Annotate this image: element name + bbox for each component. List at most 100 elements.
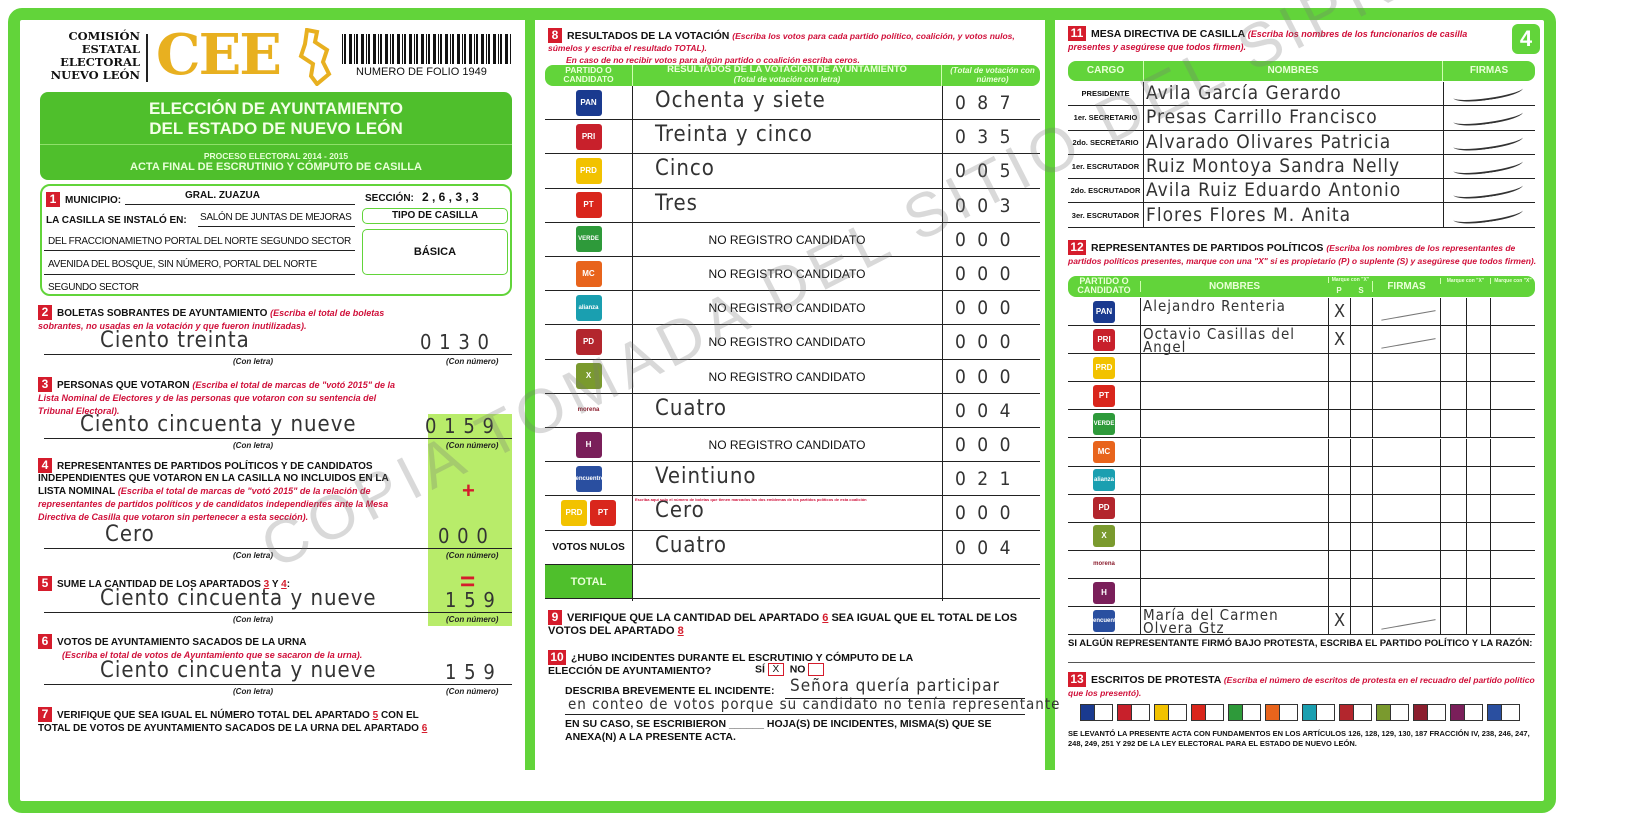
- signature[interactable]: [1452, 81, 1524, 105]
- signature[interactable]: [1379, 299, 1436, 321]
- con-numero-label: (Con número): [446, 687, 499, 696]
- instalo-line[interactable]: DEL FRACCIONAMIETNO PORTAL DEL NORTE SEG…: [48, 236, 351, 247]
- col-divider: [1328, 466, 1329, 494]
- incident-description[interactable]: en conteo de votos porque su candidato n…: [568, 695, 1061, 713]
- votes-numero[interactable]: 0 0 0: [955, 263, 1014, 285]
- rep-nombre[interactable]: Octavio Casillas del Angel: [1143, 325, 1296, 357]
- col-divider: [1328, 550, 1329, 578]
- propietario-mark[interactable]: X: [1333, 301, 1347, 322]
- votes-numero[interactable]: 0 0 0: [955, 297, 1014, 320]
- funcionario-nombre[interactable]: Ruiz Montoya Sandra Nelly: [1146, 154, 1401, 177]
- signature[interactable]: [1379, 327, 1436, 349]
- votes-letra[interactable]: NO REGISTRO CANDIDATO: [708, 335, 866, 350]
- signature[interactable]: [1452, 202, 1524, 227]
- funcionario-nombre[interactable]: Presas Carrillo Francisco: [1146, 106, 1378, 129]
- party-cell: X: [1068, 523, 1140, 550]
- protest-box[interactable]: [1487, 704, 1520, 721]
- instalo-line[interactable]: SEGUNDO SECTOR: [48, 282, 139, 293]
- col-divider: [1140, 522, 1141, 550]
- personas-votaron-letra[interactable]: Ciento cincuenta y nueve: [80, 412, 357, 437]
- result-row: PD NO REGISTRO CANDIDATO 0 0 0: [545, 325, 1040, 360]
- protest-box[interactable]: [1339, 704, 1372, 721]
- rep-nombre[interactable]: Alejandro Renteria: [1143, 297, 1286, 315]
- incident-options: SÍ X NO: [755, 663, 825, 677]
- suma-numero[interactable]: 1 5 9: [445, 588, 496, 612]
- protest-box[interactable]: [1376, 704, 1409, 721]
- suma-letra[interactable]: Ciento cincuenta y nueve: [100, 586, 377, 611]
- incident-description[interactable]: Señora quería participar: [790, 676, 1000, 696]
- votes-numero[interactable]: 0 0 3: [955, 194, 1014, 217]
- protest-box[interactable]: [1191, 704, 1224, 721]
- votes-letra[interactable]: Treinta y cinco: [655, 122, 813, 148]
- no-checkbox[interactable]: [808, 663, 825, 676]
- funcionario-nombre[interactable]: Avila García Gerardo: [1146, 82, 1342, 104]
- representantes-numero[interactable]: 0 0 0: [438, 524, 489, 548]
- rep-nombre[interactable]: María del Carmen Olvera Gtz: [1143, 606, 1279, 638]
- protest-box[interactable]: [1117, 704, 1150, 721]
- protest-box[interactable]: [1413, 704, 1446, 721]
- votes-numero[interactable]: 0 8 7: [955, 92, 1014, 114]
- signature[interactable]: [1452, 105, 1524, 130]
- votos-urna-numero[interactable]: 1 5 9: [445, 660, 496, 684]
- col-divider: [1466, 382, 1467, 410]
- votes-letra[interactable]: NO REGISTRO CANDIDATO: [708, 232, 866, 247]
- col-divider: [1350, 326, 1351, 354]
- result-row: alianza NO REGISTRO CANDIDATO 0 0 0: [545, 291, 1040, 326]
- votes-letra[interactable]: NO REGISTRO CANDIDATO: [708, 301, 866, 316]
- section-title: REPRESENTANTES DE PARTIDOS POLÍTICOS: [1091, 242, 1324, 254]
- section-note: (Escriba el total de boletas sobrantes, …: [38, 308, 385, 331]
- votes-letra[interactable]: Cero: [655, 498, 705, 524]
- protest-boxes: [1080, 704, 1530, 722]
- party-logo: morena: [577, 407, 600, 414]
- votes-numero[interactable]: 0 0 0: [955, 502, 1014, 525]
- con-numero-label: (Con número): [446, 441, 499, 450]
- boletas-sobrantes-numero[interactable]: 0 1 3 0: [420, 330, 490, 354]
- votes-numero[interactable]: 0 0 4: [955, 536, 1014, 559]
- tipo-casilla-value[interactable]: BÁSICA: [362, 229, 508, 275]
- votes-letra[interactable]: NO REGISTRO CANDIDATO: [708, 369, 866, 384]
- votes-letra[interactable]: Cuatro: [655, 395, 728, 421]
- protest-box[interactable]: [1080, 704, 1113, 721]
- protest-box[interactable]: [1228, 704, 1261, 721]
- boletas-sobrantes-letra[interactable]: Ciento treinta: [100, 328, 250, 353]
- votes-numero[interactable]: 0 2 1: [955, 468, 1014, 491]
- votos-urna-letra[interactable]: Ciento cincuenta y nueve: [100, 658, 377, 683]
- votes-letra[interactable]: NO REGISTRO CANDIDATO: [708, 267, 866, 281]
- signature[interactable]: [1379, 608, 1436, 630]
- signature[interactable]: [1452, 129, 1524, 154]
- votes-numero[interactable]: 0 0 4: [955, 399, 1014, 422]
- votes-letra[interactable]: Ochenta y siete: [655, 88, 826, 113]
- votes-numero[interactable]: 0 0 0: [955, 228, 1014, 251]
- votes-letra[interactable]: Veintiuno: [655, 464, 757, 490]
- representantes-letra[interactable]: Cero: [105, 522, 155, 547]
- votes-numero[interactable]: 0 0 0: [955, 434, 1014, 456]
- si-checkbox[interactable]: X: [767, 663, 784, 677]
- municipio-value[interactable]: GRAL. ZUAZUA: [185, 190, 260, 201]
- votes-numero[interactable]: 0 0 5: [955, 160, 1014, 183]
- funcionario-nombre[interactable]: Alvarado Olivares Patricia: [1146, 130, 1392, 153]
- protest-box[interactable]: [1265, 704, 1298, 721]
- personas-votaron-numero[interactable]: 0 1 5 9: [425, 414, 495, 438]
- section-number: 10: [548, 650, 566, 665]
- instalo-line[interactable]: SALÓN DE JUNTAS DE MEJORAS: [200, 212, 352, 223]
- protest-box[interactable]: [1302, 704, 1335, 721]
- votes-numero[interactable]: 0 3 5: [955, 126, 1014, 149]
- signature[interactable]: [1452, 178, 1524, 202]
- votes-numero[interactable]: 0 0 0: [955, 331, 1014, 354]
- con-letra-label: (Con letra): [233, 687, 273, 696]
- protest-box[interactable]: [1450, 704, 1483, 721]
- propietario-mark[interactable]: X: [1333, 610, 1347, 632]
- propietario-mark[interactable]: X: [1333, 329, 1347, 351]
- funcionario-nombre[interactable]: Flores Flores M. Anita: [1146, 203, 1352, 226]
- votes-letra[interactable]: NO REGISTRO CANDIDATO: [708, 438, 866, 452]
- instalo-line[interactable]: AVENIDA DEL BOSQUE, SIN NÚMERO, PORTAL D…: [48, 259, 317, 270]
- protest-box[interactable]: [1154, 704, 1187, 721]
- signature[interactable]: [1452, 154, 1524, 178]
- col-divider: [1140, 298, 1141, 326]
- votes-letra[interactable]: Cuatro: [655, 532, 728, 558]
- votes-letra[interactable]: Cinco: [655, 156, 715, 182]
- votes-letra[interactable]: Tres: [655, 190, 698, 216]
- seccion-value[interactable]: 2 , 6 , 3 , 3: [422, 190, 479, 204]
- funcionario-nombre[interactable]: Avila Ruiz Eduardo Antonio: [1146, 179, 1402, 202]
- votes-numero[interactable]: 0 0 0: [955, 365, 1014, 388]
